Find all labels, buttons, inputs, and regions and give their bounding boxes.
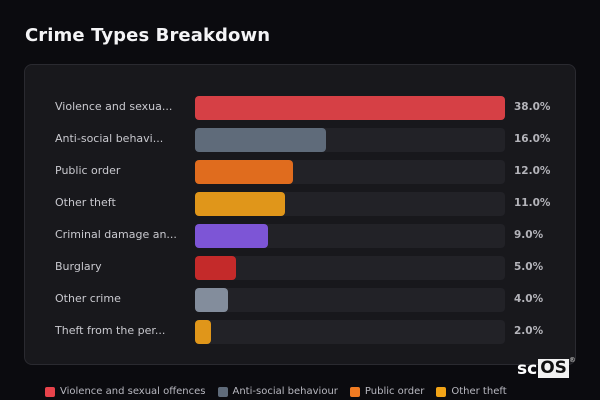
bar-track	[195, 256, 505, 280]
legend-swatch-icon	[349, 386, 360, 397]
bar-fill[interactable]	[195, 160, 293, 184]
legend-item[interactable]: Anti-social behaviour	[217, 386, 338, 397]
bar-label: Theft from the per...	[55, 324, 166, 337]
bar-label: Other crime	[55, 292, 121, 305]
legend-item[interactable]: Other theft	[436, 386, 507, 397]
bar-track	[195, 160, 505, 184]
bar-value-label: 16.0%	[514, 133, 551, 145]
bar-fill[interactable]	[195, 256, 236, 280]
bar-value-label: 5.0%	[514, 261, 544, 273]
bar-track	[195, 320, 505, 344]
bar-value-label: 2.0%	[514, 325, 544, 337]
bar-fill[interactable]	[195, 288, 228, 312]
bar-value-label: 9.0%	[514, 229, 544, 241]
legend-label: Violence and sexual offences	[60, 386, 206, 397]
legend-label: Public order	[364, 386, 425, 397]
bar-row[interactable]: Anti-social behavi... 16.0%	[25, 128, 577, 152]
bar-label: Other theft	[55, 196, 116, 209]
scos-logo: sc OS ®	[517, 356, 576, 379]
bar-label: Burglary	[55, 260, 102, 273]
bar-fill[interactable]	[195, 96, 505, 120]
bar-track	[195, 192, 505, 216]
legend-label: Anti-social behaviour	[232, 386, 338, 397]
bar-row[interactable]: Other theft 11.0%	[25, 192, 577, 216]
bar-row[interactable]: Other crime 4.0%	[25, 288, 577, 312]
chart-title: Crime Types Breakdown	[25, 25, 271, 46]
chart-legend: Violence and sexual offences Anti-social …	[45, 386, 507, 397]
bar-fill[interactable]	[195, 320, 212, 344]
legend-swatch-icon	[217, 386, 228, 397]
bar-value-label: 4.0%	[514, 293, 544, 305]
bar-value-label: 11.0%	[514, 197, 551, 209]
registered-mark: ®	[568, 356, 576, 364]
logo-os-text: OS	[538, 358, 569, 378]
bar-fill[interactable]	[195, 192, 285, 216]
bar-label: Violence and sexua...	[55, 100, 173, 113]
bar-row[interactable]: Theft from the per... 2.0%	[25, 320, 577, 344]
bar-track	[195, 288, 505, 312]
bar-track	[195, 224, 505, 248]
bar-fill[interactable]	[195, 224, 269, 248]
bar-row[interactable]: Burglary 5.0%	[25, 256, 577, 280]
legend-label: Other theft	[451, 386, 507, 397]
bar-label: Criminal damage an...	[55, 228, 177, 241]
bar-value-label: 12.0%	[514, 165, 551, 177]
logo-sc-text: sc	[517, 358, 538, 379]
bar-track	[195, 96, 505, 120]
bar-track	[195, 128, 505, 152]
bar-fill[interactable]	[195, 128, 326, 152]
bar-label: Public order	[55, 164, 121, 177]
bar-row[interactable]: Violence and sexua... 38.0%	[25, 96, 577, 120]
legend-swatch-icon	[45, 386, 55, 397]
legend-item[interactable]: Violence and sexual offences	[45, 386, 206, 397]
chart-card: Violence and sexua... 38.0% Anti-social be…	[24, 64, 576, 365]
legend-swatch-icon	[436, 386, 447, 397]
bar-row[interactable]: Public order 12.0%	[25, 160, 577, 184]
bar-value-label: 38.0%	[514, 101, 551, 113]
bar-label: Anti-social behavi...	[55, 132, 164, 145]
bar-row[interactable]: Criminal damage an... 9.0%	[25, 224, 577, 248]
legend-item[interactable]: Public order	[349, 386, 425, 397]
